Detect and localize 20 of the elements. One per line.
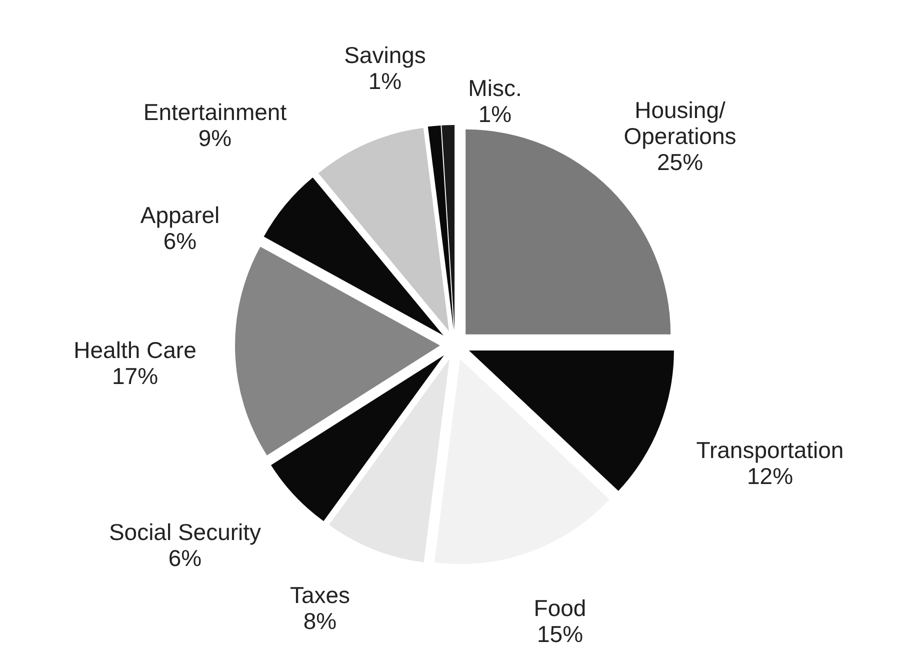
data-label: 6% (168, 545, 202, 571)
slice-label: Housing/Operations (624, 97, 736, 149)
data-label: 1% (368, 68, 402, 94)
data-label: 12% (746, 463, 794, 489)
data-label: 17% (112, 363, 158, 389)
slice-label: Savings (344, 42, 426, 68)
data-label: 1% (478, 101, 512, 127)
slice-label: Entertainment (143, 99, 288, 125)
data-label: 9% (198, 125, 232, 151)
slice-label: Social Security (108, 519, 262, 545)
data-label: 15% (536, 621, 584, 647)
slice-label: Health Care (74, 337, 196, 363)
data-label: 6% (163, 228, 197, 254)
slice-label: Apparel (140, 202, 220, 228)
data-label: 8% (303, 608, 337, 634)
slice-label: Misc. (468, 75, 522, 101)
slice-label: Taxes (290, 582, 350, 608)
slice-label: Food (534, 595, 586, 621)
data-label: 25% (656, 149, 704, 175)
slice-label: Transportation (696, 437, 844, 463)
